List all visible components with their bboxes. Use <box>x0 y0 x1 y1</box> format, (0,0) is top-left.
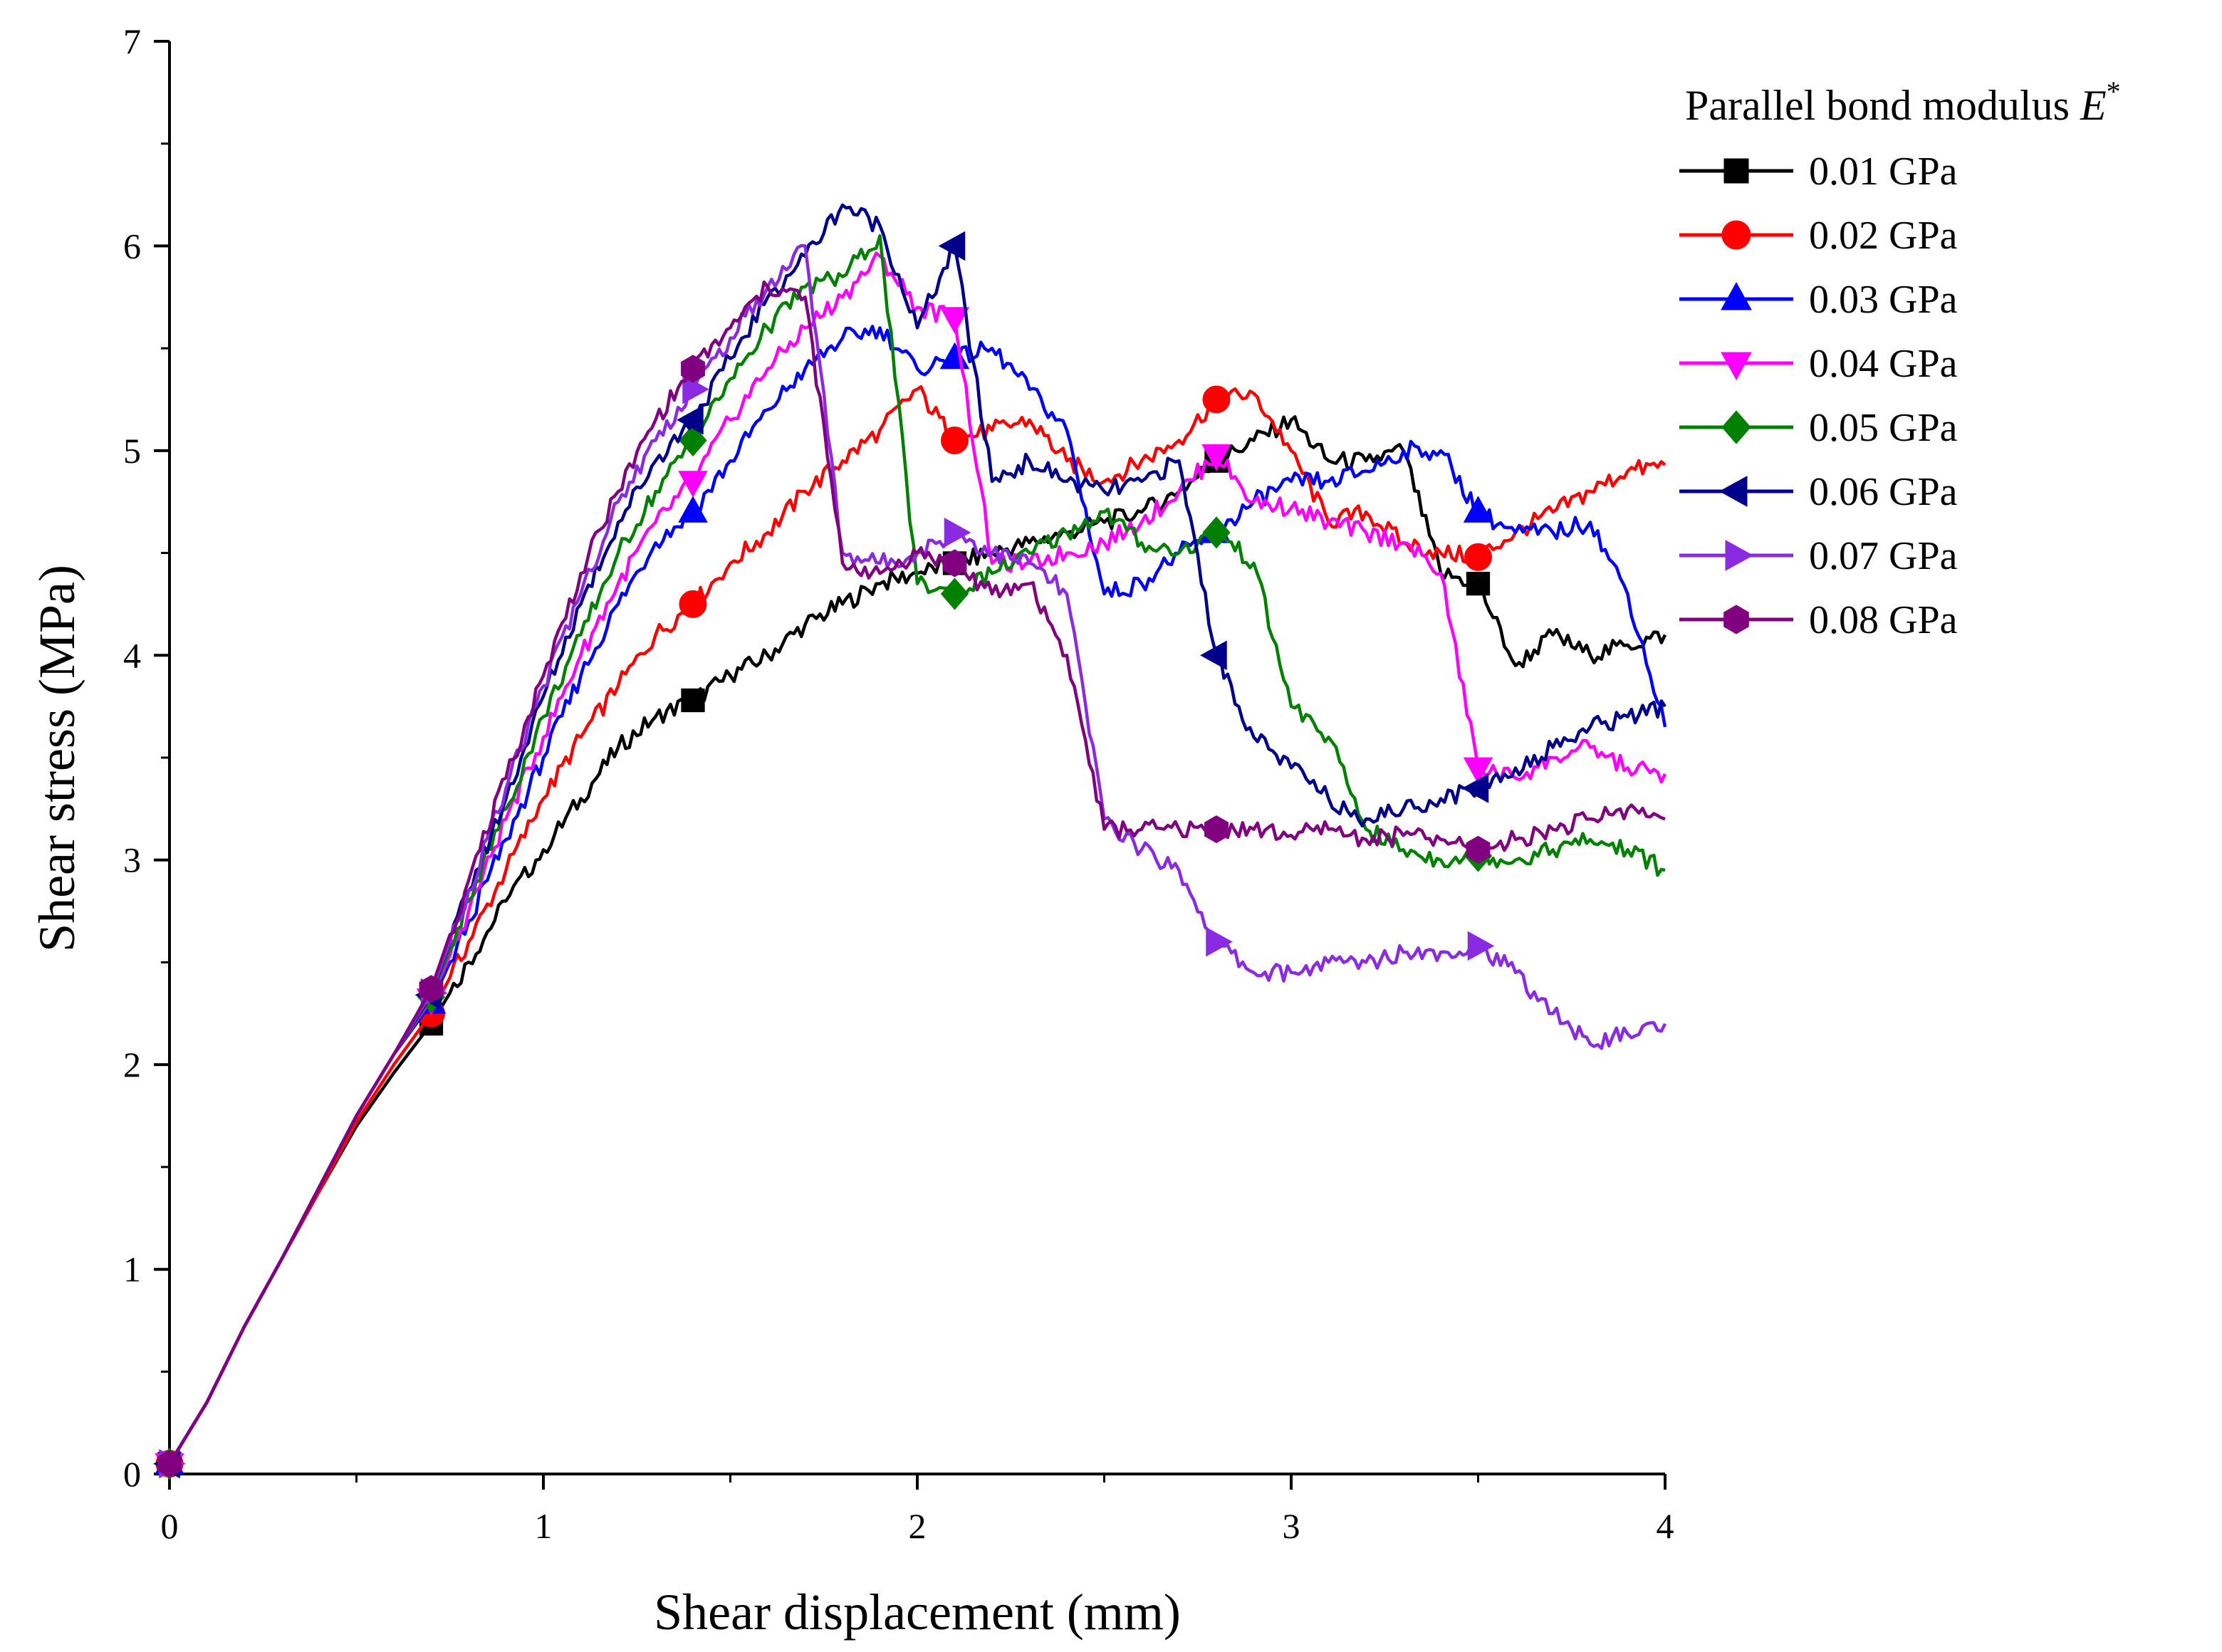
series-marker <box>1204 815 1229 844</box>
y-tick-label: 7 <box>123 21 141 61</box>
legend-label: 0.07 GPa <box>1809 534 1958 578</box>
series-marker <box>1467 931 1495 961</box>
y-tick-label: 4 <box>123 635 141 675</box>
series-marker <box>1461 773 1489 803</box>
y-tick-label: 2 <box>123 1045 141 1084</box>
x-tick-label: 3 <box>1283 1506 1300 1546</box>
series-marker <box>682 374 709 404</box>
y-axis-title: Shear stress (MPa) <box>28 565 85 952</box>
series-layer <box>153 203 1667 1480</box>
legend: Parallel bond modulus E* 0.01 GPa 0.02 GPa… <box>1679 75 2121 642</box>
legend-item: 0.08 GPa <box>1679 598 1958 642</box>
x-axis-title: Shear displacement (mm) <box>654 1584 1181 1641</box>
series-marker <box>1200 640 1227 671</box>
series-marker <box>938 231 966 261</box>
legend-marker <box>1723 158 1749 184</box>
legend-item: 0.06 GPa <box>1679 470 1958 514</box>
series-line <box>168 280 1666 1465</box>
legend-item: 0.02 GPa <box>1679 214 1958 258</box>
series-marker <box>941 426 969 454</box>
series-0-08-GPa <box>157 280 1666 1478</box>
series-marker <box>1463 757 1493 785</box>
legend-title: Parallel bond modulus E* <box>1685 75 2121 129</box>
series-marker <box>944 518 971 548</box>
series-marker <box>1463 496 1493 523</box>
series-marker <box>939 307 970 334</box>
series-marker <box>157 1450 182 1478</box>
y-tick-label: 0 <box>123 1454 141 1494</box>
series-marker <box>679 590 707 618</box>
legend-item: 0.01 GPa <box>1679 150 1958 194</box>
series-marker <box>1464 543 1492 571</box>
legend-label: 0.05 GPa <box>1809 406 1958 450</box>
legend-item: 0.05 GPa <box>1679 406 1958 450</box>
y-tick-label: 1 <box>123 1250 141 1290</box>
legend-label: 0.06 GPa <box>1809 470 1958 514</box>
legend-label: 0.08 GPa <box>1809 598 1958 642</box>
legend-marker <box>1721 281 1752 310</box>
legend-item: 0.03 GPa <box>1679 278 1958 322</box>
y-tick-label: 6 <box>123 226 141 266</box>
legend-label: 0.02 GPa <box>1809 214 1958 258</box>
x-tick-label: 4 <box>1657 1506 1674 1546</box>
axes-layer: 0 1 2 3 4 0 1 2 3 4 5 6 7 <box>123 21 1674 1546</box>
legend-marker <box>1721 352 1752 381</box>
y-tick-label: 3 <box>123 840 141 880</box>
y-tick-label: 5 <box>123 431 141 471</box>
series-marker <box>419 975 444 1003</box>
series-marker <box>940 577 969 610</box>
series-marker <box>942 549 967 577</box>
x-tick-label: 1 <box>535 1506 553 1546</box>
series-marker <box>1466 835 1491 864</box>
series-marker <box>681 688 705 713</box>
legend-marker <box>1723 605 1749 634</box>
series-marker <box>677 404 704 435</box>
legend-label: 0.03 GPa <box>1809 278 1958 322</box>
series-marker <box>1201 444 1231 471</box>
series-marker <box>1202 516 1231 549</box>
series-marker <box>678 496 708 523</box>
legend-marker <box>1718 476 1748 507</box>
legend-label: 0.01 GPa <box>1809 150 1958 194</box>
legend-label: 0.04 GPa <box>1809 342 1958 386</box>
legend-marker <box>1721 220 1751 250</box>
series-marker <box>1206 926 1233 957</box>
series-marker <box>1466 572 1491 596</box>
series-marker <box>678 471 708 498</box>
series-line <box>168 385 1666 1465</box>
legend-marker <box>1721 410 1751 444</box>
x-tick-label: 0 <box>161 1506 179 1546</box>
series-marker <box>681 355 705 383</box>
series-marker <box>1202 385 1231 414</box>
legend-marker <box>1725 540 1754 571</box>
legend-item: 0.07 GPa <box>1679 534 1958 578</box>
x-tick-label: 2 <box>909 1506 927 1546</box>
legend-item: 0.04 GPa <box>1679 342 1958 386</box>
series-0-02-GPa <box>155 385 1666 1478</box>
